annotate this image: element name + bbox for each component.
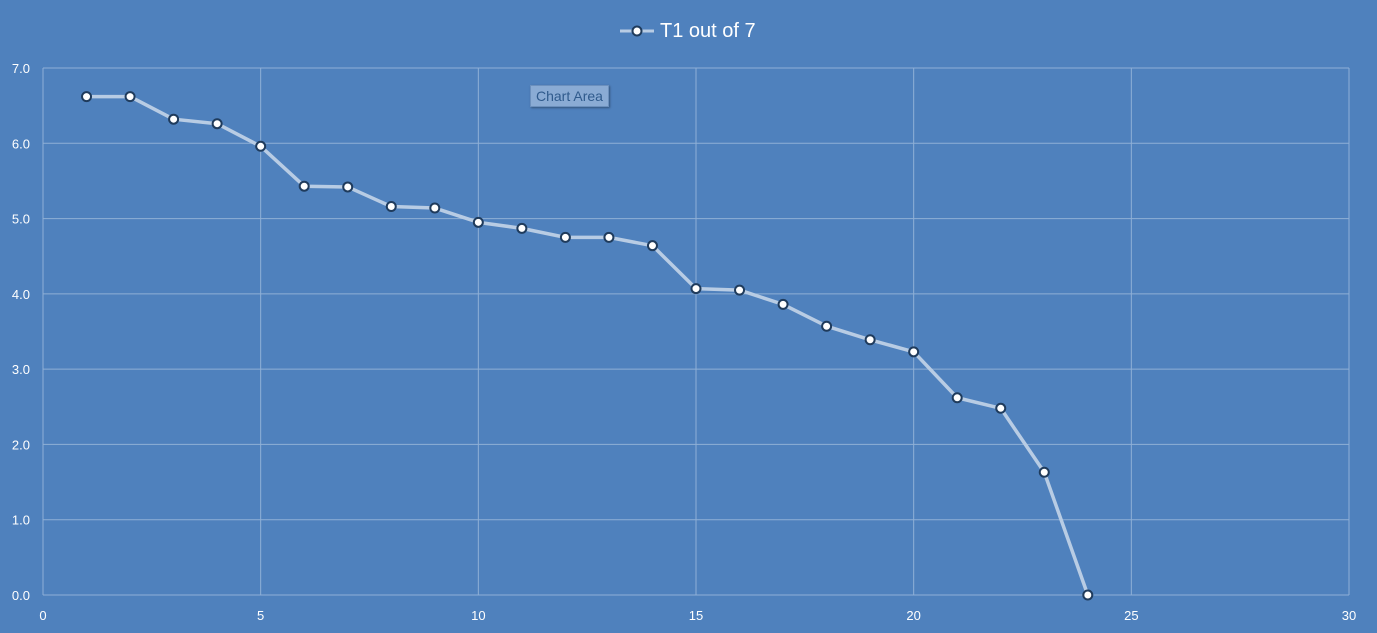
data-point (777, 298, 789, 310)
x-tick-label: 0 (39, 608, 46, 623)
data-point (951, 392, 963, 404)
data-point (646, 240, 658, 252)
chart-area-tooltip: Chart Area (530, 85, 609, 107)
x-tick-label: 25 (1124, 608, 1138, 623)
data-point (124, 91, 136, 103)
x-tick-label: 10 (471, 608, 485, 623)
y-tick-label: 5.0 (12, 212, 30, 227)
data-point (995, 402, 1007, 414)
legend: T1 out of 7 (620, 18, 756, 44)
data-point (81, 91, 93, 103)
x-tick-label: 20 (906, 608, 920, 623)
x-tick-label: 15 (689, 608, 703, 623)
data-point (734, 284, 746, 296)
y-tick-label: 7.0 (12, 61, 30, 76)
data-point (603, 231, 615, 243)
series-line (84, 94, 1090, 597)
legend-line-marker-icon (620, 25, 654, 37)
data-point (1038, 466, 1050, 478)
data-point (516, 222, 528, 234)
data-point (472, 216, 484, 228)
x-tick-label: 30 (1342, 608, 1356, 623)
x-tick-label: 5 (257, 608, 264, 623)
y-tick-label: 6.0 (12, 136, 30, 151)
data-point (1082, 589, 1094, 601)
y-tick-label: 3.0 (12, 362, 30, 377)
data-point (908, 346, 920, 358)
data-point (864, 334, 876, 346)
data-point (168, 113, 180, 125)
data-point (298, 180, 310, 192)
data-point (342, 181, 354, 193)
data-point (690, 283, 702, 295)
y-tick-label: 1.0 (12, 513, 30, 528)
y-tick-label: 4.0 (12, 287, 30, 302)
y-tick-label: 0.0 (12, 588, 30, 603)
data-point (211, 118, 223, 130)
data-point (385, 201, 397, 213)
data-point (429, 202, 441, 214)
data-point (255, 140, 267, 152)
data-point (559, 231, 571, 243)
y-tick-label: 2.0 (12, 437, 30, 452)
data-point (821, 320, 833, 332)
legend-label: T1 out of 7 (660, 19, 756, 42)
